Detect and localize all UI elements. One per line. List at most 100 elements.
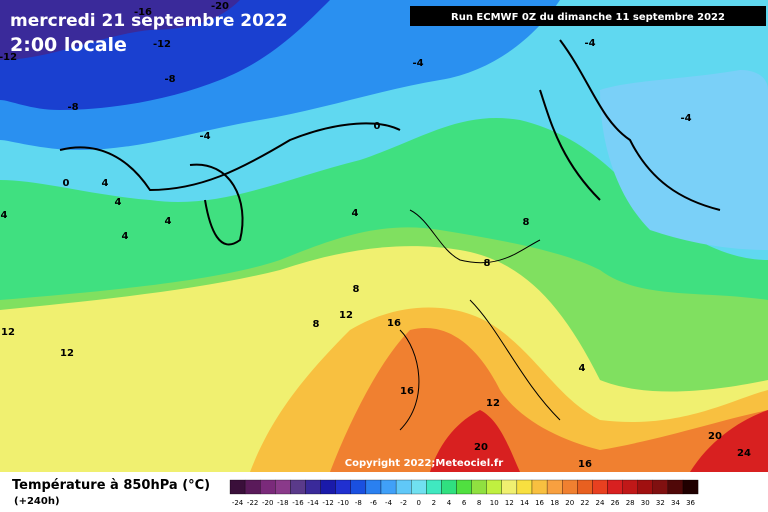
contour-label: 0 <box>63 178 70 189</box>
color-swatch <box>365 479 382 495</box>
scale-label: 14 <box>520 499 529 507</box>
contour-label: 4 <box>115 197 122 208</box>
contour-label: -8 <box>67 102 78 113</box>
scale-label: 20 <box>565 499 574 507</box>
contour-label: -4 <box>680 113 691 124</box>
contour-label: 4 <box>352 208 359 219</box>
scale-label: 32 <box>656 499 665 507</box>
color-swatch <box>577 479 593 495</box>
coastline <box>189 163 244 246</box>
color-swatch <box>350 479 367 495</box>
contour-label: 8 <box>353 284 360 295</box>
color-swatch <box>275 479 291 495</box>
color-swatch <box>667 479 684 495</box>
color-swatch <box>652 479 669 495</box>
field <box>0 0 240 60</box>
scale-label: -4 <box>385 499 393 507</box>
legend-title: Température à 850hPa (°C) <box>12 478 210 493</box>
color-swatch <box>637 479 653 495</box>
scale-label: -12 <box>322 499 333 507</box>
color-swatch <box>290 479 306 495</box>
field <box>690 410 768 472</box>
color-swatch <box>411 479 427 495</box>
contour-label: 12 <box>486 398 500 409</box>
field <box>600 70 768 250</box>
contour-label: 4 <box>122 231 129 242</box>
scale-label: 30 <box>641 499 650 507</box>
color-swatch <box>592 479 608 495</box>
contour-label: 4 <box>165 216 172 227</box>
scale-label: 22 <box>580 499 589 507</box>
contour-label: -4 <box>412 58 423 69</box>
field <box>330 328 768 472</box>
color-swatch <box>471 479 487 495</box>
color-swatch <box>562 479 578 495</box>
run-banner <box>410 6 766 26</box>
scale-label: -22 <box>247 499 258 507</box>
color-swatch <box>335 479 351 495</box>
scale-label: -10 <box>338 499 349 507</box>
contour-label: 12 <box>1 327 15 338</box>
scale-label: 12 <box>505 499 514 507</box>
color-swatch <box>516 479 533 495</box>
scale-label: 0 <box>417 499 421 507</box>
contour-label: 16 <box>387 318 401 329</box>
run-info: Run ECMWF 0Z du dimanche 11 septembre 20… <box>451 12 725 23</box>
contour-label: -4 <box>199 131 210 142</box>
copyright: Copyright 2022;Meteociel.fr <box>345 458 503 469</box>
contour-label: 12 <box>339 310 353 321</box>
color-scale: -24 -22 -20 -18 -16 -14 -12 -10 -8 -6 -4 -2 0 2 4 6 8 10 1… <box>229 479 699 507</box>
contour-label: 20 <box>708 431 722 442</box>
field <box>430 410 520 472</box>
scale-label: 34 <box>671 499 680 507</box>
contour-label: 8 <box>523 217 530 228</box>
contour-label: -12 <box>153 39 171 50</box>
coastline <box>399 209 561 431</box>
contour-label: 16 <box>578 459 592 470</box>
color-swatch <box>244 479 261 495</box>
color-swatch <box>456 479 472 495</box>
scale-label: 28 <box>626 499 635 507</box>
color-swatch <box>622 479 638 495</box>
lead-time: (+240h) <box>14 496 60 507</box>
contour-label: 4 <box>1 210 8 221</box>
color-swatch <box>501 479 518 495</box>
contour-label: 0 <box>374 121 381 132</box>
color-swatch <box>531 479 548 495</box>
contour-label: 12 <box>60 348 74 359</box>
color-swatch <box>682 479 699 495</box>
color-swatch <box>486 479 502 495</box>
contour-label: -20 <box>211 1 229 12</box>
scale-label: -18 <box>277 499 288 507</box>
contour-labels: -20 -16 -12 -12 -8 -8 -4 -4 -4 -4 0 0 4 … <box>0 1 751 470</box>
scale-label: 26 <box>611 499 620 507</box>
contour-label: 8 <box>484 258 491 269</box>
contour-label: 20 <box>474 442 488 453</box>
scale-label: 6 <box>462 499 467 507</box>
color-swatch <box>607 479 623 495</box>
scale-label: 8 <box>477 499 481 507</box>
scale-label: -16 <box>292 499 304 507</box>
color-swatch <box>305 479 321 495</box>
scale-label: 36 <box>686 499 695 507</box>
contour-label: 16 <box>400 386 414 397</box>
color-swatch <box>395 479 412 495</box>
time: 2:00 locale <box>10 34 127 56</box>
color-swatch <box>229 479 246 495</box>
color-swatch <box>546 479 563 495</box>
contour-label: -4 <box>584 38 595 49</box>
scale-label: -8 <box>355 499 362 507</box>
color-swatch <box>260 479 276 495</box>
contour-label: -16 <box>134 7 152 18</box>
scale-label: 18 <box>550 499 559 507</box>
color-swatch <box>441 479 457 495</box>
scale-label: 2 <box>432 499 436 507</box>
contour-label: -12 <box>0 52 17 63</box>
color-swatch <box>380 479 397 495</box>
scale-label: -24 <box>232 499 244 507</box>
coastline <box>539 39 721 211</box>
scale-label: 16 <box>535 499 544 507</box>
scale-label: 4 <box>447 499 452 507</box>
contour-label: 8 <box>313 319 320 330</box>
